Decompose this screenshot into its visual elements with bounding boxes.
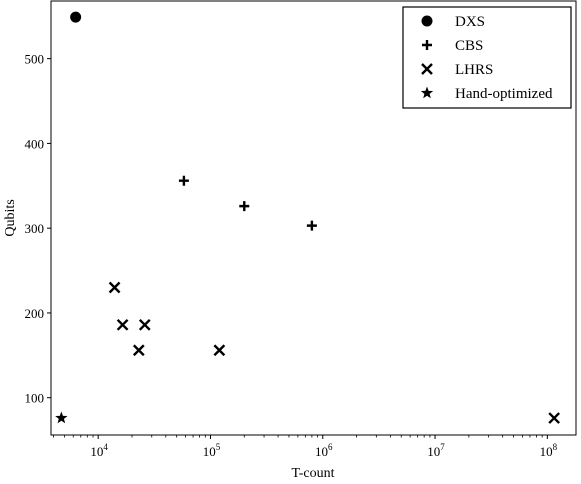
legend-marker-plus [422, 40, 432, 50]
legend-marker-circle [421, 15, 433, 27]
point-circle [70, 11, 82, 23]
x-tick-label: 108 [540, 442, 558, 459]
point-star [55, 411, 68, 424]
x-axis-label: T-count [291, 466, 334, 481]
axis-ticks: 100 200 300 400 500 104 105 106 107 108 [25, 52, 558, 459]
y-tick-label: 500 [25, 52, 45, 67]
point-plus [306, 220, 317, 231]
legend-marker-x [421, 63, 433, 75]
point-x [132, 344, 145, 357]
y-tick-label: 400 [25, 136, 45, 151]
x-tick-label: 106 [315, 442, 333, 459]
point-plus [178, 175, 189, 186]
point-plus [239, 201, 250, 212]
legend-label: LHRS [455, 62, 493, 78]
data-points [55, 11, 561, 424]
x-tick-label: 104 [90, 442, 108, 459]
plot-frame [50, 0, 577, 436]
x-tick-label: 107 [427, 442, 445, 459]
legend-label: DXS [455, 14, 485, 30]
y-tick-label: 200 [25, 306, 45, 321]
point-x [108, 281, 121, 294]
y-tick-label: 300 [25, 221, 45, 236]
y-axis-label: Qubits [3, 199, 18, 236]
point-x [116, 318, 129, 331]
legend-label: CBS [455, 38, 483, 54]
point-x [138, 318, 151, 331]
legend-label: Hand-optimized [455, 86, 553, 102]
point-x [213, 344, 226, 357]
y-tick-label: 100 [25, 391, 45, 406]
legend-marker-star [420, 86, 434, 99]
point-x [548, 412, 561, 424]
legend: DXS CBS LHRS Hand-optimized [402, 6, 572, 109]
x-tick-label: 105 [203, 442, 221, 459]
